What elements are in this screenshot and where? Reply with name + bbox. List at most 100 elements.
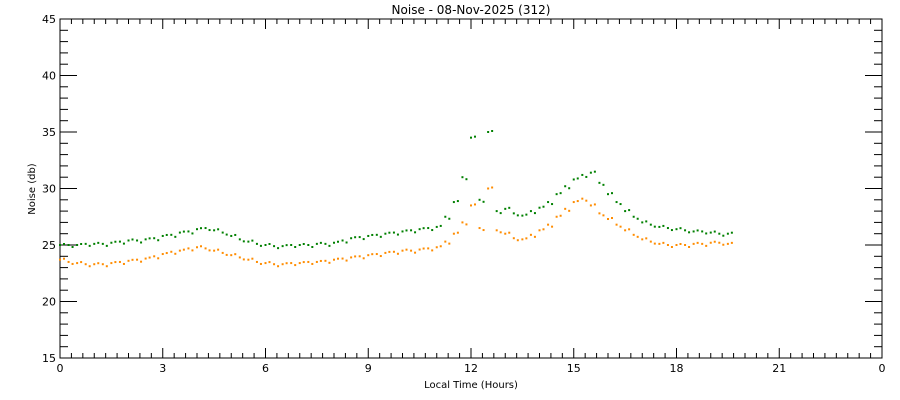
data-point-upper [649, 223, 652, 226]
data-point-lower [200, 245, 202, 248]
data-point-lower [315, 260, 318, 263]
data-point-upper [80, 243, 83, 245]
data-point-lower [718, 241, 721, 244]
data-point-upper [259, 244, 262, 247]
data-point-lower [585, 199, 588, 202]
data-point-upper [273, 245, 276, 248]
data-point-lower [396, 252, 399, 255]
data-point-upper [264, 244, 267, 246]
data-point-upper [705, 232, 708, 235]
data-point-lower [435, 246, 438, 249]
data-point-lower [345, 259, 348, 262]
data-point-upper [157, 239, 160, 242]
data-point-upper [290, 244, 293, 246]
data-point-upper [178, 231, 181, 234]
data-point-lower [131, 258, 134, 261]
data-point-lower [542, 228, 545, 231]
x-tick-label: 6 [262, 362, 269, 375]
data-point-lower [298, 262, 301, 265]
data-point-upper [191, 232, 194, 235]
data-point-lower [628, 228, 631, 231]
data-point-upper [298, 244, 301, 246]
data-point-lower [658, 242, 661, 245]
y-tick-label: 45 [42, 13, 56, 26]
data-point-lower [521, 238, 524, 241]
data-point-upper [114, 240, 117, 243]
data-point-upper [392, 231, 395, 234]
data-point-lower [439, 245, 442, 248]
data-point-lower [589, 204, 592, 207]
data-point-lower [80, 261, 83, 264]
data-point-lower [221, 251, 224, 254]
data-point-upper [221, 231, 224, 234]
data-point-lower [350, 256, 353, 259]
chart-title: Noise - 08-Nov-2025 (312) [392, 3, 551, 17]
data-point-upper [401, 230, 404, 233]
data-point-upper [495, 210, 498, 213]
data-point-lower [649, 240, 652, 243]
data-point-lower [242, 258, 245, 261]
data-point-lower [136, 258, 139, 261]
data-point-upper [319, 241, 322, 244]
data-point-upper [431, 229, 434, 232]
data-point-upper [525, 213, 528, 216]
x-tick-label: 3 [159, 362, 166, 375]
data-point-upper [568, 187, 571, 190]
data-point-lower [157, 257, 160, 260]
data-point-upper [268, 243, 271, 245]
data-point-upper [358, 236, 361, 239]
data-point-lower [555, 215, 558, 218]
y-tick-label: 15 [42, 352, 56, 365]
data-point-lower [624, 229, 627, 232]
data-point-upper [521, 214, 524, 217]
data-point-upper [684, 229, 687, 232]
data-point-upper [439, 224, 442, 227]
data-point-lower [576, 200, 579, 203]
data-point-upper [375, 233, 378, 236]
data-point-lower [427, 247, 430, 250]
data-point-lower [196, 246, 198, 249]
data-point-lower [632, 233, 635, 236]
data-point-lower [84, 263, 87, 266]
data-point-upper [230, 234, 233, 237]
data-point-upper [238, 238, 241, 241]
data-point-upper [333, 241, 335, 244]
data-point-upper [410, 229, 413, 232]
data-point-upper [624, 210, 627, 213]
x-tick-label: 12 [464, 362, 478, 375]
data-point-lower [414, 251, 417, 254]
x-tick-label: 21 [772, 362, 786, 375]
data-point-lower [516, 239, 519, 242]
data-point-lower [379, 255, 382, 258]
data-point-lower [461, 221, 464, 224]
data-point-upper [645, 220, 648, 223]
data-point-lower [251, 257, 254, 260]
data-point-lower [67, 260, 70, 263]
data-point-upper [341, 239, 344, 242]
data-point-lower [662, 241, 665, 244]
data-point-upper [105, 244, 108, 247]
data-point-upper [371, 233, 374, 236]
data-point-upper [161, 234, 164, 237]
data-point-lower [324, 259, 327, 262]
data-point-lower [705, 244, 708, 247]
data-point-upper [315, 242, 318, 245]
plot-frame [59, 18, 883, 359]
data-point-upper [187, 230, 190, 233]
data-point-lower [59, 258, 61, 261]
data-point-lower [93, 263, 96, 266]
data-point-upper [470, 136, 472, 139]
data-point-lower [217, 248, 220, 251]
data-point-upper [122, 242, 125, 245]
data-point-upper [628, 209, 631, 212]
data-point-upper [225, 233, 228, 236]
x-tick-label: 0 [57, 362, 64, 375]
data-point-upper [701, 230, 704, 233]
data-point-lower [144, 257, 147, 260]
data-point-lower [63, 257, 65, 260]
data-point-lower [709, 241, 712, 244]
data-point-upper [615, 201, 618, 204]
data-point-lower [726, 242, 729, 245]
data-point-upper [619, 203, 622, 206]
